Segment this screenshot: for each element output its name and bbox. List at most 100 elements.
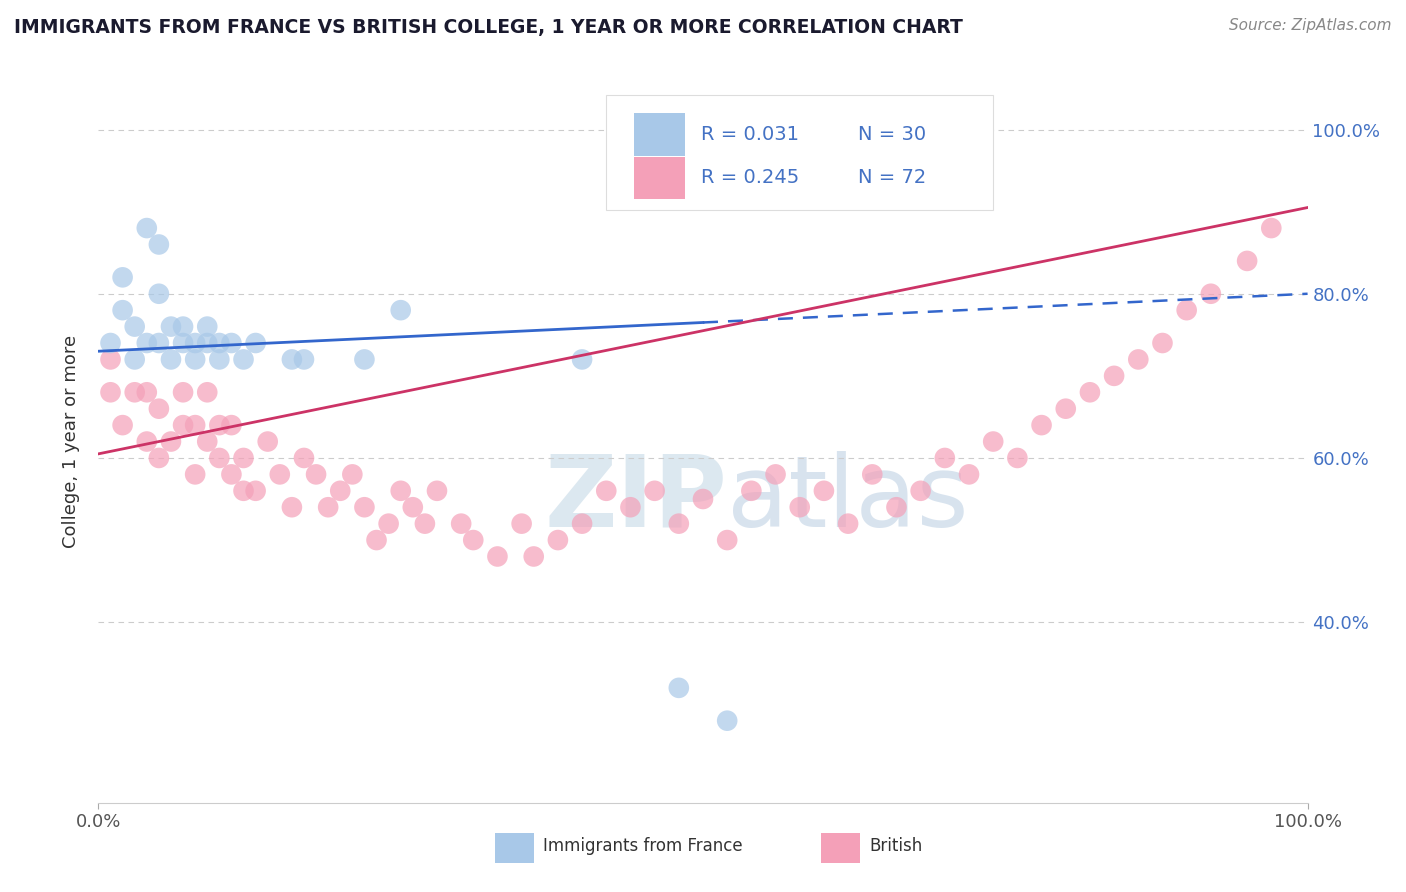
FancyBboxPatch shape (495, 833, 534, 863)
Point (619, 500, 641, 515)
Point (957, 467, 980, 482)
Point (366, 533, 388, 547)
Text: R = 0.245: R = 0.245 (700, 169, 799, 187)
Point (595, 483, 617, 498)
Point (547, 533, 569, 547)
Point (160, 352, 183, 367)
Point (486, 549, 509, 564)
Point (232, 483, 254, 498)
Text: British: British (870, 838, 924, 855)
FancyBboxPatch shape (634, 113, 685, 156)
Point (292, 450, 315, 465)
Point (172, 319, 194, 334)
Point (124, 319, 146, 334)
Point (571, 352, 593, 367)
Point (1102, 368, 1125, 383)
Point (305, 467, 328, 482)
Point (184, 467, 207, 482)
Point (184, 352, 207, 367)
Point (256, 434, 278, 449)
Point (668, 681, 690, 695)
Point (1199, 286, 1222, 301)
Point (148, 286, 170, 301)
Point (221, 467, 243, 482)
Point (281, 352, 304, 367)
Point (813, 483, 835, 498)
Point (148, 450, 170, 465)
Point (111, 270, 134, 285)
Point (981, 434, 1004, 449)
Point (389, 303, 412, 318)
Point (789, 500, 811, 515)
Point (232, 450, 254, 465)
Text: R = 0.031: R = 0.031 (700, 125, 799, 144)
Point (135, 434, 157, 449)
Text: IMMIGRANTS FROM FRANCE VS BRITISH COLLEGE, 1 YEAR OR MORE CORRELATION CHART: IMMIGRANTS FROM FRANCE VS BRITISH COLLEG… (14, 18, 963, 37)
Point (886, 500, 908, 515)
Point (100, 352, 122, 367)
Point (523, 549, 546, 564)
Point (1152, 336, 1174, 351)
Point (292, 352, 315, 367)
Point (148, 336, 170, 351)
Point (135, 385, 157, 400)
Point (195, 336, 218, 351)
Point (208, 336, 231, 351)
Point (692, 491, 714, 506)
Point (184, 336, 207, 351)
Point (463, 533, 485, 547)
Point (172, 336, 194, 351)
Point (402, 500, 425, 515)
Point (1078, 385, 1101, 400)
Point (1054, 401, 1077, 416)
Text: ZIP: ZIP (544, 450, 727, 548)
Point (716, 533, 738, 547)
Point (316, 500, 339, 515)
Point (837, 516, 859, 531)
Point (160, 319, 183, 334)
Point (1031, 418, 1053, 433)
Point (195, 434, 218, 449)
Point (571, 516, 593, 531)
Point (413, 516, 436, 531)
Point (245, 483, 267, 498)
FancyBboxPatch shape (634, 156, 685, 199)
Point (281, 500, 304, 515)
Point (716, 714, 738, 728)
Point (740, 483, 762, 498)
Point (353, 352, 375, 367)
Point (111, 418, 134, 433)
Text: Immigrants from France: Immigrants from France (543, 838, 742, 855)
Point (148, 401, 170, 416)
Point (135, 336, 157, 351)
Text: N = 72: N = 72 (858, 169, 927, 187)
Point (910, 483, 932, 498)
Point (208, 352, 231, 367)
Point (232, 352, 254, 367)
Point (124, 352, 146, 367)
Point (100, 336, 122, 351)
Point (135, 221, 157, 235)
Point (100, 385, 122, 400)
Point (510, 516, 533, 531)
Point (1007, 450, 1029, 465)
Point (389, 483, 412, 498)
Point (245, 336, 267, 351)
Point (208, 418, 231, 433)
Text: N = 30: N = 30 (858, 125, 927, 144)
Point (172, 418, 194, 433)
Point (353, 500, 375, 515)
Point (148, 237, 170, 252)
Point (160, 434, 183, 449)
Point (765, 467, 787, 482)
Point (1236, 253, 1258, 268)
Point (329, 483, 352, 498)
FancyBboxPatch shape (821, 833, 860, 863)
Point (184, 418, 207, 433)
Point (221, 418, 243, 433)
Point (860, 467, 883, 482)
Point (934, 450, 956, 465)
Point (208, 450, 231, 465)
Point (269, 467, 291, 482)
Point (668, 516, 690, 531)
